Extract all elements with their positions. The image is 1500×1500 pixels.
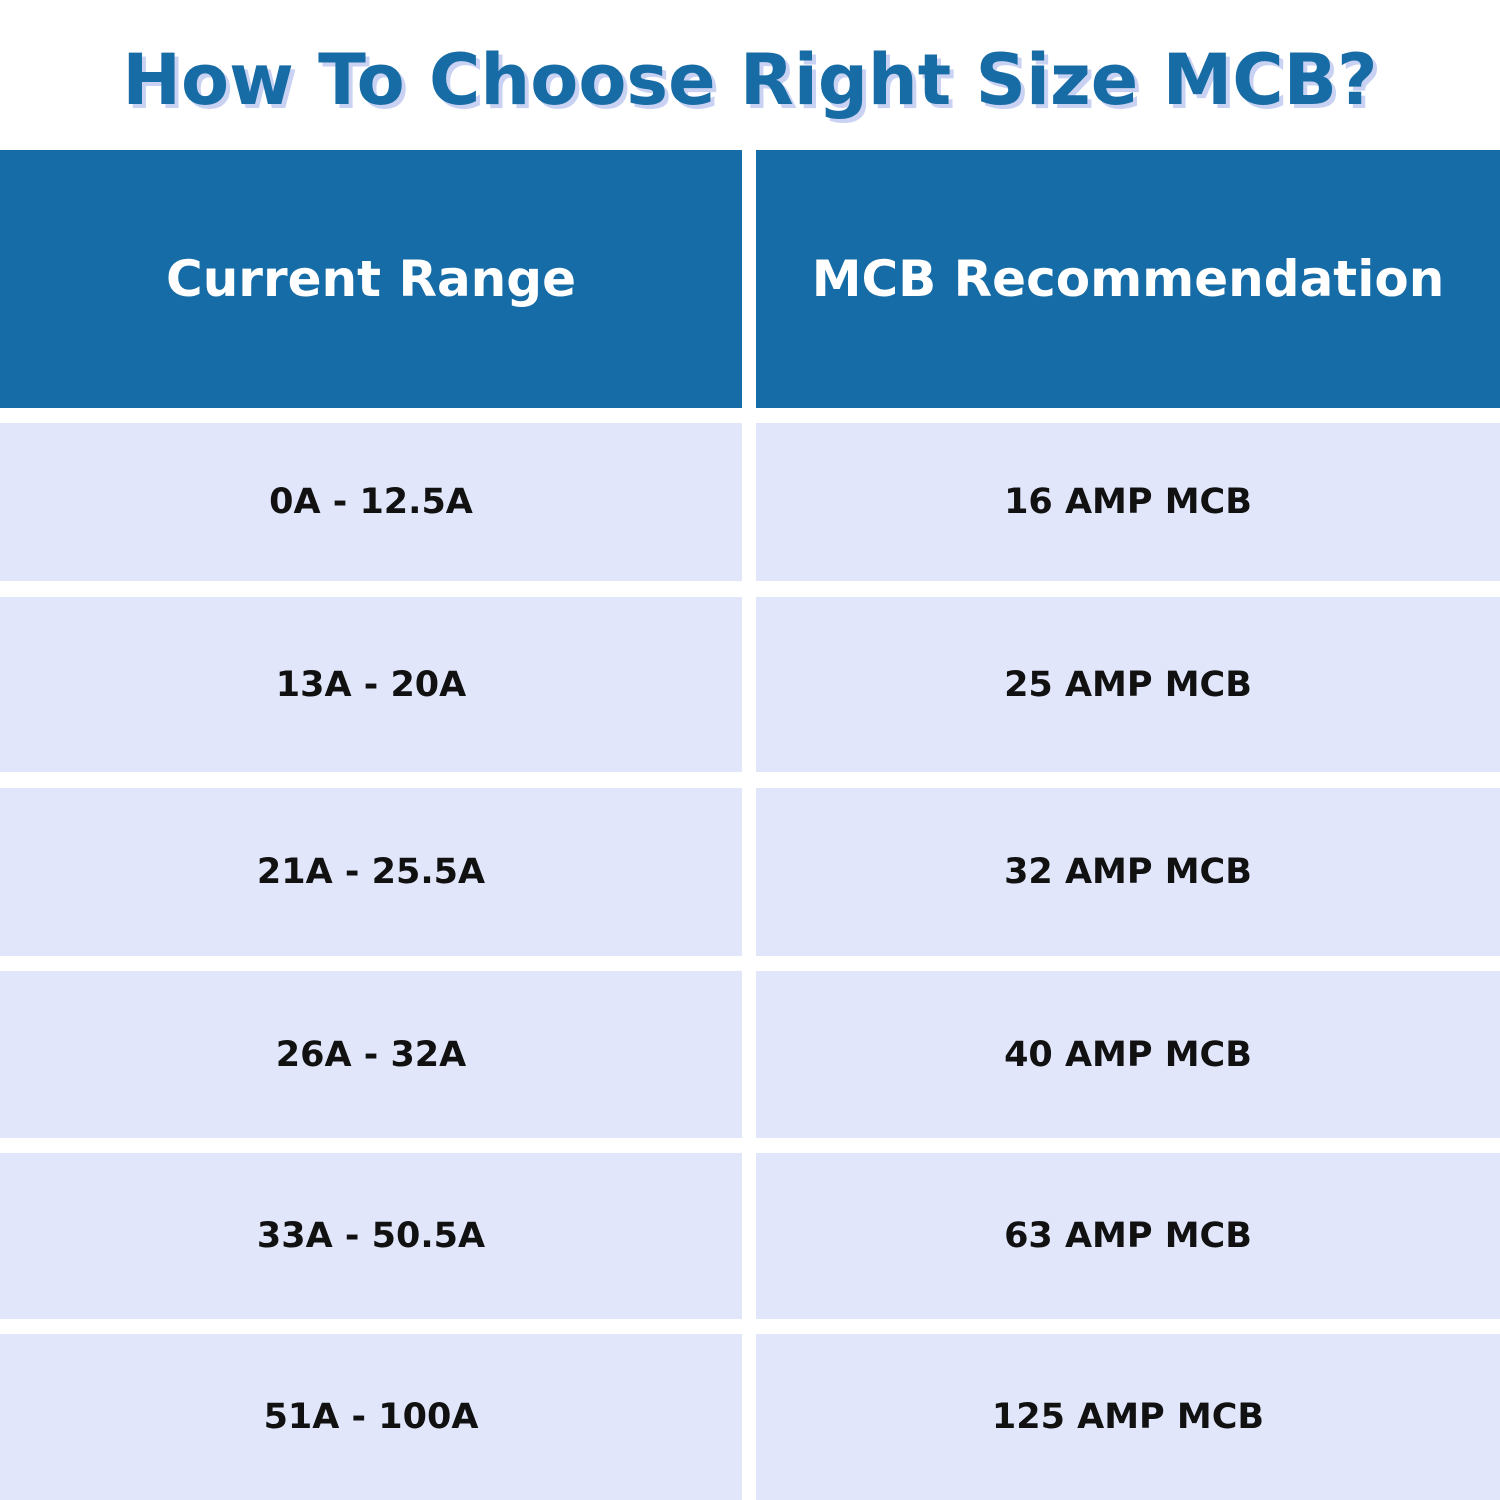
header-current-range: Current Range: [0, 150, 742, 408]
table-cell-current-range: 33A - 50.5A: [0, 1153, 742, 1319]
table-cell-current-range: 21A - 25.5A: [0, 788, 742, 956]
table-cell-mcb-recommendation: 40 AMP MCB: [756, 971, 1500, 1138]
table-cell-mcb-recommendation: 125 AMP MCB: [756, 1334, 1500, 1500]
table-cell-current-range: 13A - 20A: [0, 597, 742, 772]
header-mcb-recommendation: MCB Recommendation: [756, 150, 1500, 408]
page-title: How To Choose Right Size MCB?: [122, 39, 1378, 121]
mcb-size-table: Current Range MCB Recommendation 0A - 12…: [0, 150, 1500, 1500]
table-cell-mcb-recommendation: 32 AMP MCB: [756, 788, 1500, 956]
table-cell-current-range: 51A - 100A: [0, 1334, 742, 1500]
table-cell-current-range: 26A - 32A: [0, 971, 742, 1138]
table-cell-mcb-recommendation: 16 AMP MCB: [756, 423, 1500, 581]
table-cell-mcb-recommendation: 63 AMP MCB: [756, 1153, 1500, 1319]
table-cell-current-range: 0A - 12.5A: [0, 423, 742, 581]
table-cell-mcb-recommendation: 25 AMP MCB: [756, 597, 1500, 772]
